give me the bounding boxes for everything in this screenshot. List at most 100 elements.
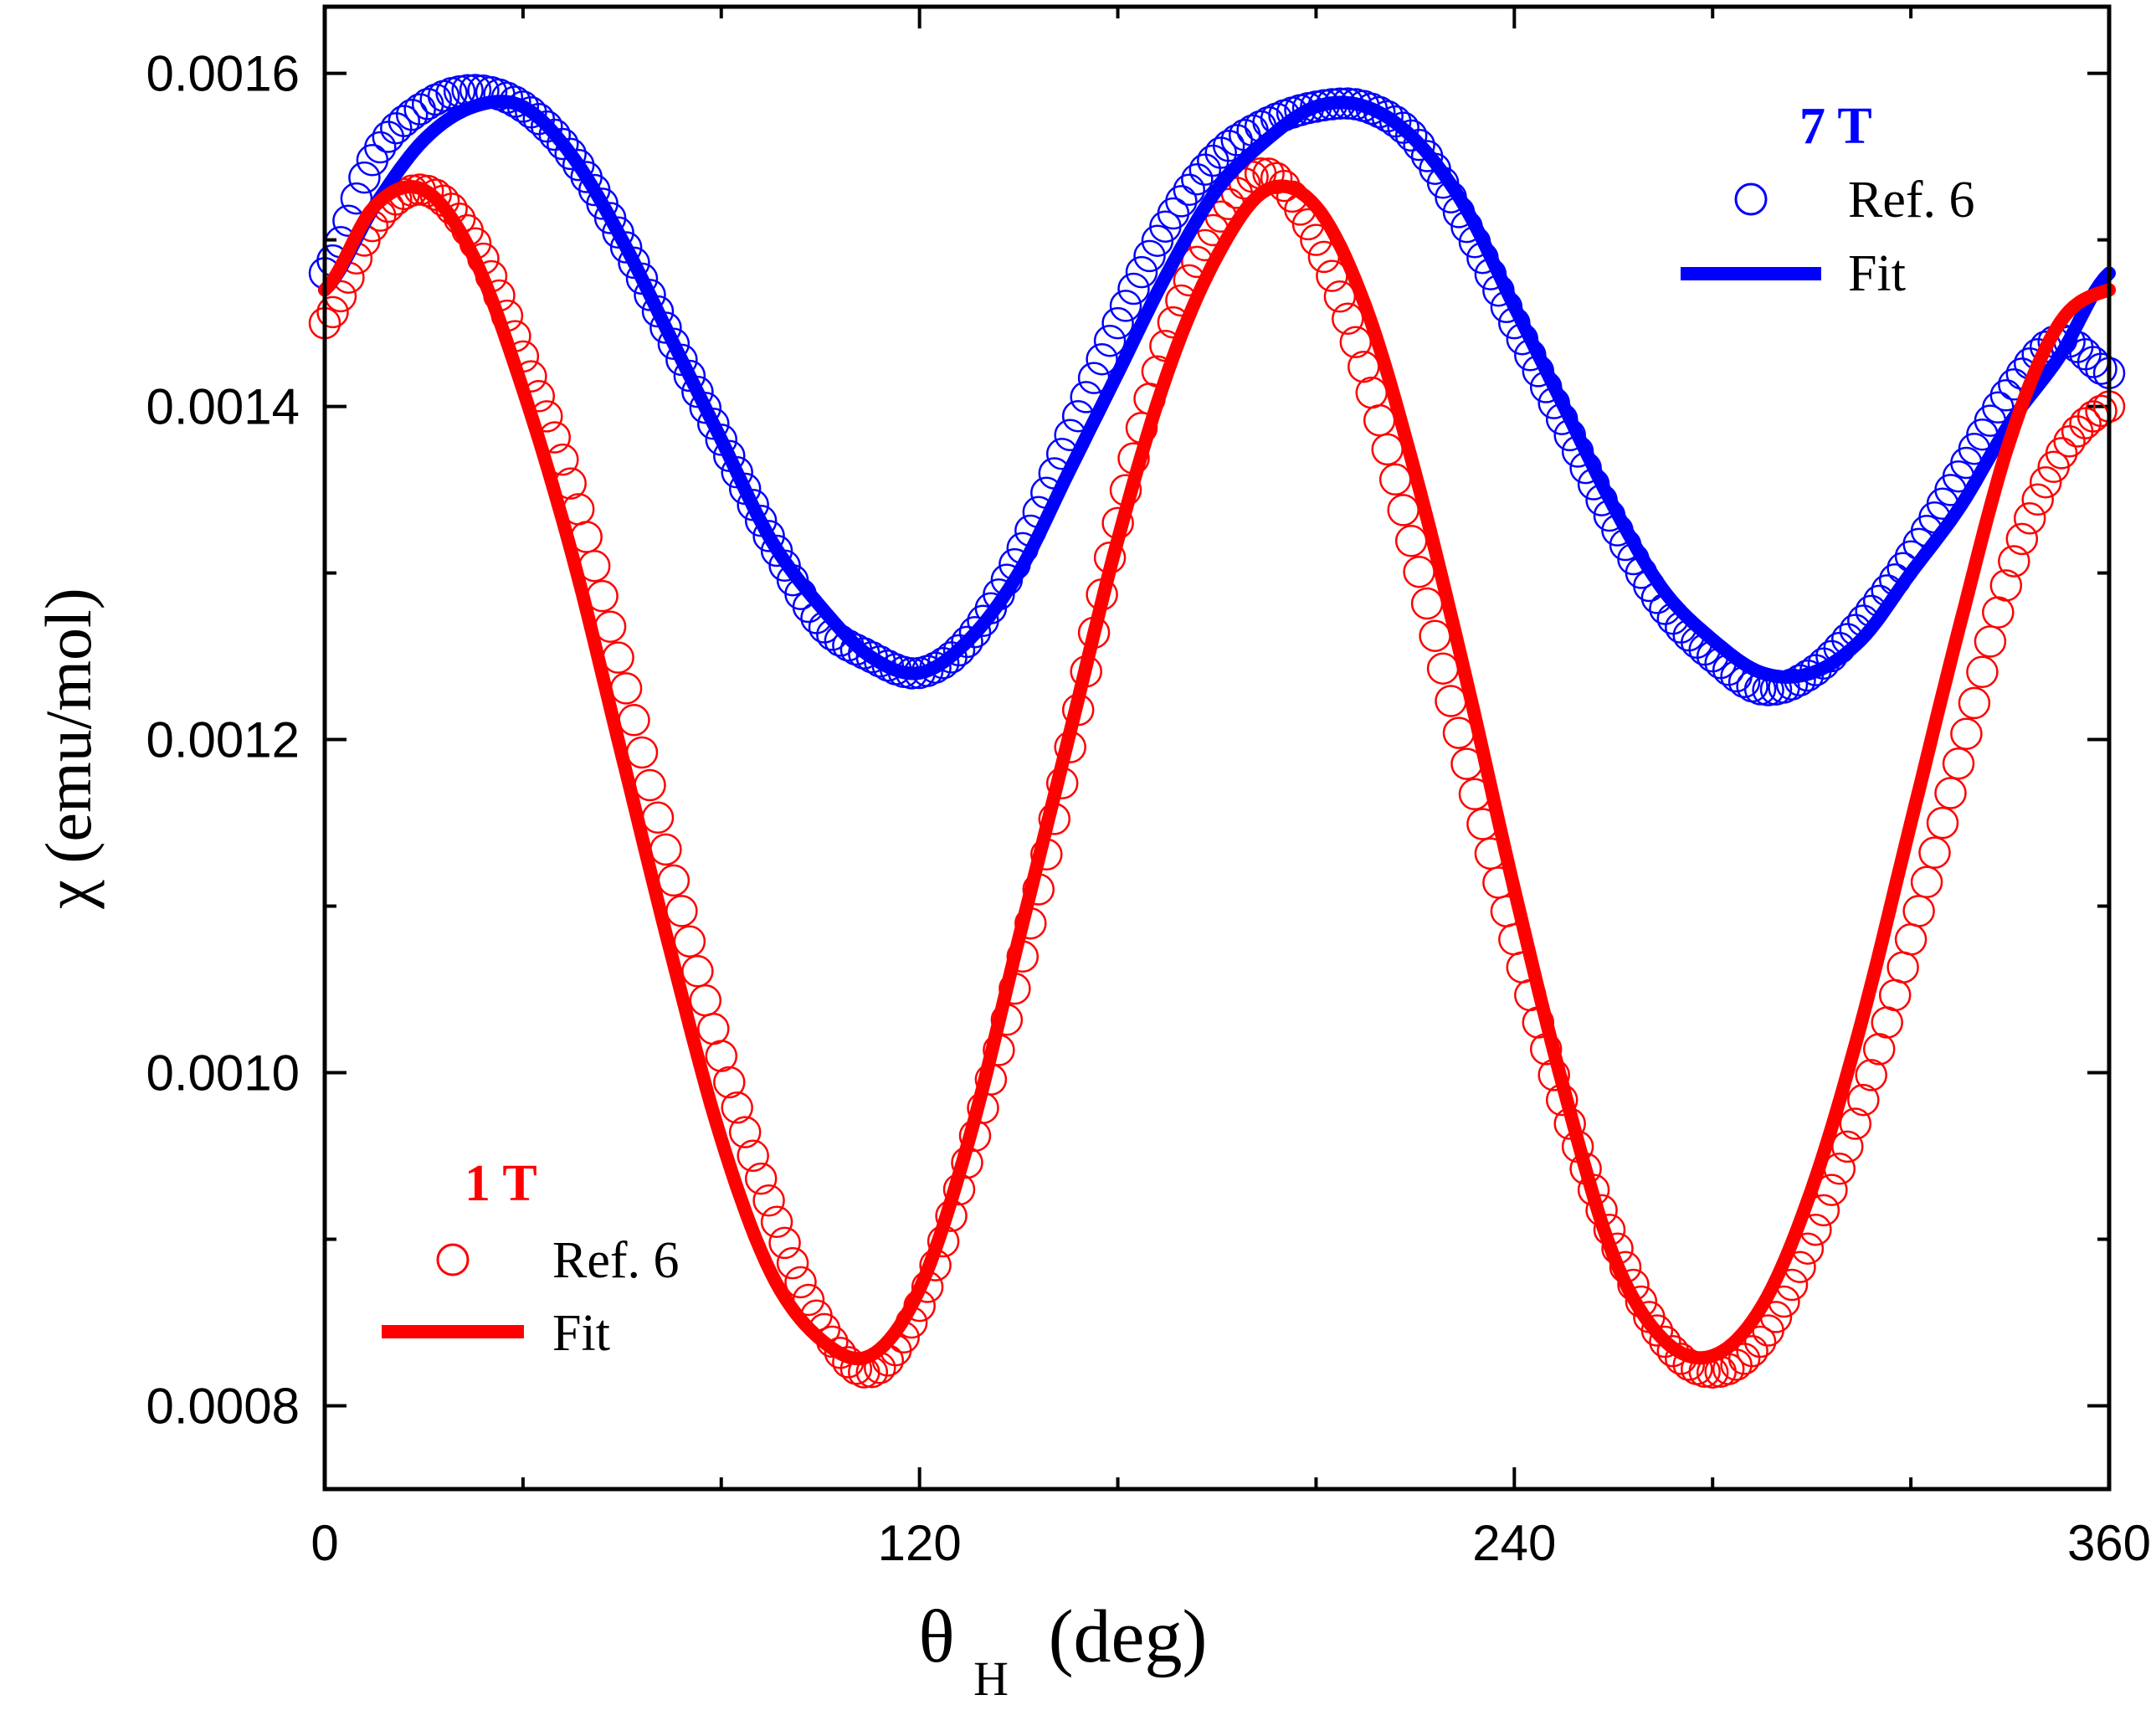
data-point [1117, 272, 1150, 306]
data-point [1355, 376, 1389, 409]
data-point [1982, 596, 2015, 629]
y-tick-labels: 0.0008 0.0010 0.0012 0.0014 0.0016 [146, 46, 300, 1435]
data-point [2021, 483, 2054, 516]
series-line-1-t-fit [318, 179, 2116, 1366]
data-point [1839, 1107, 1872, 1140]
data-point [1902, 895, 1935, 927]
data-point [634, 768, 666, 802]
data-point [705, 1040, 738, 1072]
data-point [1403, 555, 1435, 588]
data-point [1212, 130, 1245, 162]
data-point [1410, 587, 1444, 620]
data-point [2045, 437, 2078, 470]
data-point [649, 833, 682, 866]
data-point [411, 88, 444, 121]
data-point [1862, 1033, 1896, 1066]
data-point [1419, 619, 1451, 652]
data-point [737, 1139, 769, 1173]
x-tick-label: 120 [878, 1515, 962, 1571]
data-point [697, 408, 730, 440]
data-point [1378, 463, 1412, 496]
data-point [721, 1091, 753, 1124]
data-point [593, 202, 627, 234]
x-tick-label: 360 [2067, 1515, 2151, 1571]
data-point [2013, 502, 2046, 535]
data-point [1101, 306, 1134, 340]
data-point [1998, 545, 2030, 578]
data-point [1871, 1006, 1903, 1039]
data-point [776, 1246, 809, 1280]
y-tick-label: 0.0010 [146, 1045, 300, 1102]
data-point [1926, 806, 1959, 840]
legend-1t-title: 1 T [465, 1155, 537, 1212]
data-point [713, 1066, 746, 1099]
data-point [1855, 1059, 1887, 1091]
data-point [958, 615, 992, 649]
data-point [1934, 777, 1967, 809]
data-point [681, 955, 714, 988]
data-point [689, 984, 722, 1017]
series-line-7-t-fit [318, 95, 2116, 684]
data-point [1974, 625, 2007, 658]
x-tick-labels: 0 120 240 360 [311, 1515, 2151, 1571]
x-axis-title-symbol: θ [919, 1595, 955, 1678]
data-point [609, 672, 643, 705]
x-axis-title-subscript: H [973, 1651, 1009, 1706]
plot-frame [322, 4, 2112, 1492]
legend-1t-marker-label: Ref. 6 [552, 1232, 680, 1289]
legend-7t: 7 T Ref. 6 Fit [1681, 98, 1975, 302]
data-point [1989, 569, 2023, 602]
data-point [697, 1012, 730, 1045]
data-point [1435, 685, 1467, 717]
data-point [1394, 525, 1428, 557]
data-point [1403, 128, 1435, 162]
legend-7t-line-label: Fit [1848, 245, 1906, 302]
data-point [768, 1226, 801, 1260]
data-point [752, 520, 785, 552]
y-axis-title: χ (emu/mol) [32, 588, 105, 909]
data-point [547, 127, 579, 161]
data-point [618, 704, 650, 737]
data-point [1125, 255, 1158, 289]
data-point [602, 641, 634, 674]
data-point [760, 1205, 793, 1239]
data-point [1894, 923, 1928, 956]
data-point [2085, 352, 2118, 385]
data-point [1887, 951, 1919, 984]
y-tick-label: 0.0012 [146, 712, 300, 768]
data-point [1942, 747, 1975, 780]
data-point [364, 131, 397, 164]
data-point [1950, 717, 1983, 750]
data-point [1220, 124, 1253, 157]
data-point [1173, 173, 1206, 207]
data-point [625, 736, 659, 769]
data-point [618, 246, 650, 280]
data-point [1878, 978, 1912, 1012]
data-point [752, 1184, 785, 1217]
legend-7t-marker-symbol [1734, 182, 1768, 216]
data-point [1332, 302, 1364, 336]
data-point [657, 864, 690, 897]
data-point [1394, 119, 1428, 152]
data-point [1339, 326, 1373, 359]
data-point [388, 105, 421, 137]
data-point [348, 161, 381, 194]
data-point [609, 231, 643, 264]
series-layer [308, 74, 2126, 1389]
data-point [2005, 522, 2039, 556]
data-point [554, 137, 587, 171]
data-point [1093, 324, 1127, 357]
data-point [2085, 394, 2118, 428]
data-point [942, 634, 976, 667]
data-point [1743, 1325, 1777, 1358]
data-point [760, 534, 793, 568]
data-point [1918, 836, 1951, 869]
data-point [673, 359, 706, 393]
series-markers-1-t-ref-6 [308, 157, 2126, 1389]
y-tick-label: 0.0014 [146, 379, 300, 435]
data-point [1426, 652, 1460, 685]
data-point [1363, 403, 1396, 437]
data-point [744, 1162, 778, 1195]
data-point [1181, 162, 1214, 196]
